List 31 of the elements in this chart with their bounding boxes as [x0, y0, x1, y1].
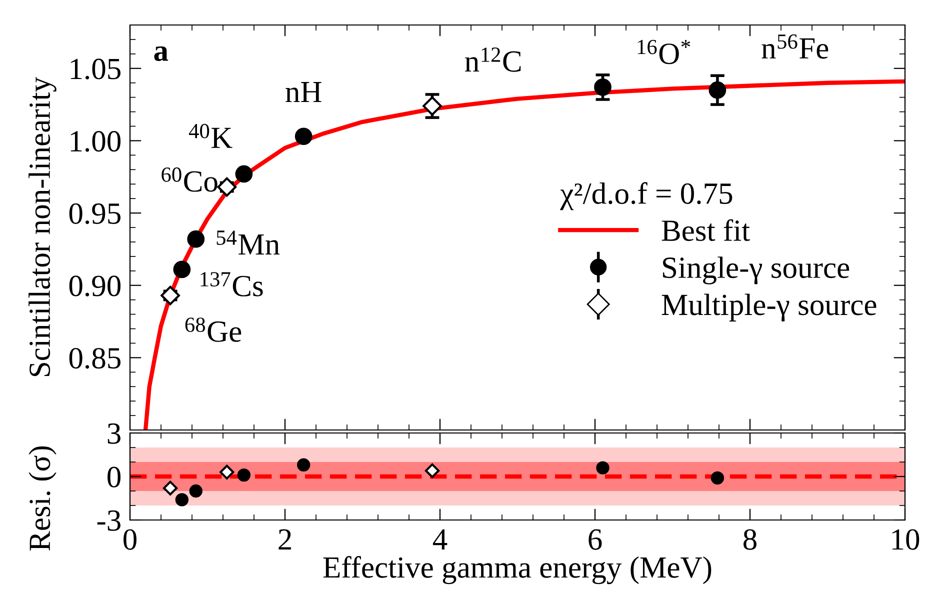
- annotation: $^{16}$O$^{*}$: [638, 40, 690, 64]
- y-tick-label: 0.90: [69, 276, 120, 296]
- annotation: nH: [286, 82, 322, 102]
- y-tick-label: 0: [108, 466, 120, 488]
- y-tick-label: 0.95: [69, 203, 120, 224]
- x-tick-label: 2: [278, 529, 291, 550]
- y-tick-label: 1.05: [70, 58, 120, 80]
- x-tick-label: 0: [124, 529, 136, 550]
- annotation: $^{137}$Cs: [200, 272, 263, 296]
- legend-label: Multiple-γ source: [662, 294, 876, 322]
- y-axis-title: Scintillator non-linearity: [28, 76, 56, 376]
- legend-title: χ²/d.o.f = 0.75: [560, 182, 732, 210]
- legend-label: Best fit: [662, 219, 750, 242]
- x-tick-label: 4: [432, 529, 448, 550]
- x-tick-label: 10: [892, 529, 920, 550]
- annotation: n$^{12}$C: [465, 48, 521, 72]
- x-tick-label: 6: [588, 529, 602, 550]
- y-axis-title: Resi. (σ): [28, 446, 56, 551]
- annotation: $^{54}$Mn: [216, 230, 280, 255]
- annotation: $^{68}$Ge: [185, 318, 242, 342]
- legend-label: Single-γ source: [663, 256, 850, 284]
- annotation: a: [154, 46, 168, 61]
- y-tick-label: 0.85: [69, 348, 120, 369]
- annotation: $^{60}$Co: [162, 167, 218, 192]
- y-tick-label: -3: [97, 510, 120, 531]
- annotation: n$^{56}$Fe: [762, 34, 828, 59]
- x-tick-label: 8: [744, 529, 756, 550]
- annotation: $^{40}$K: [188, 124, 232, 148]
- y-tick-label: 1.00: [70, 130, 120, 152]
- x-axis-title: Effective gamma energy (MeV): [323, 556, 712, 584]
- y-tick-label: 3: [108, 423, 120, 444]
